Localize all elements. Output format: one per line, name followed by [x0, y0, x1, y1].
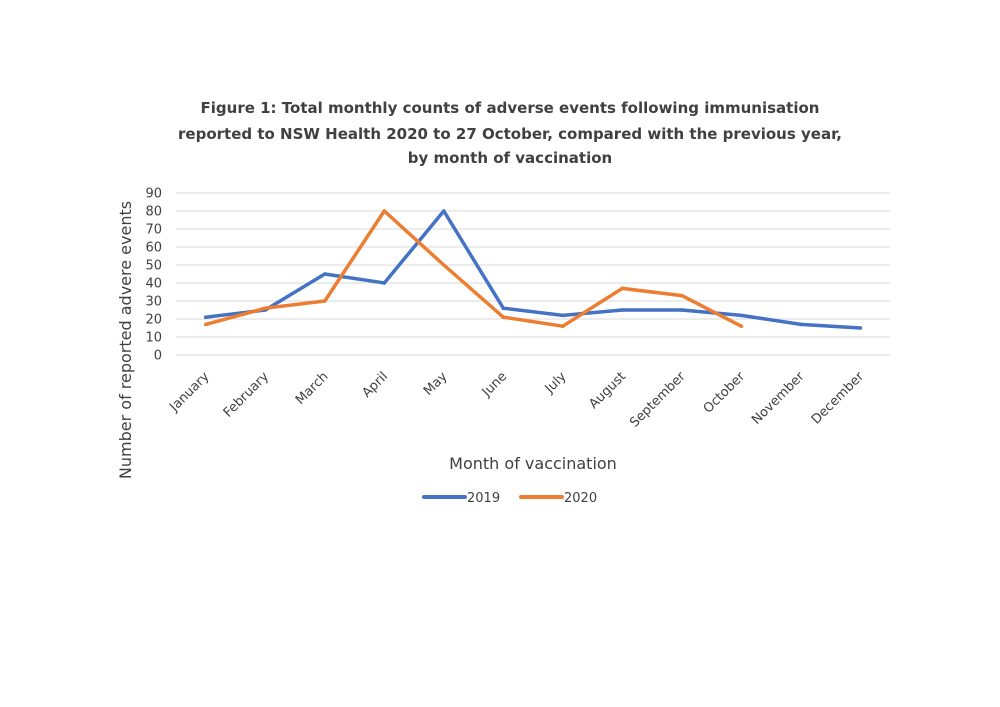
data-point-2020 [739, 324, 744, 329]
data-point-2020 [203, 322, 208, 327]
y-tick-label: 50 [145, 259, 162, 274]
x-tick-label: December [809, 369, 868, 428]
legend: 2019 2020 [422, 491, 597, 506]
legend-label-2020: 2020 [564, 491, 597, 506]
chart-title-line-1: Figure 1: Total monthly counts of advers… [201, 99, 820, 117]
y-tick-label: 0 [154, 349, 162, 364]
data-point-2019 [679, 308, 684, 312]
data-point-2019 [620, 308, 625, 312]
gridlines [176, 192, 890, 356]
x-axis-title: Month of vaccination [449, 454, 617, 473]
x-tick-label: November [749, 369, 808, 428]
legend-label-2019: 2019 [467, 491, 500, 506]
data-point-2020 [382, 209, 387, 213]
y-tick-label: 90 [145, 187, 162, 202]
data-point-2020 [322, 299, 327, 303]
y-axis-title: Number of reported advere events [116, 201, 135, 479]
series-line-2020 [204, 209, 744, 328]
data-point-2020 [441, 263, 446, 267]
data-point-2019 [501, 306, 506, 311]
x-tick-label: July [542, 369, 570, 397]
y-tick-label: 10 [145, 331, 162, 346]
y-tick-label: 30 [145, 295, 162, 310]
y-tick-label: 20 [145, 313, 162, 328]
x-tick-label: May [421, 369, 451, 399]
y-tick-label: 70 [145, 223, 162, 238]
data-point-2019 [382, 281, 387, 285]
data-point-2020 [263, 306, 268, 311]
x-tick-label: January [166, 369, 212, 415]
data-point-2019 [560, 313, 565, 318]
data-point-2019 [203, 315, 208, 320]
y-tick-label: 40 [145, 277, 162, 292]
chart-title-line-3: by month of vaccination [408, 149, 612, 167]
chart-title: Figure 1: Total monthly counts of advers… [178, 99, 842, 167]
x-tick-label: March [293, 369, 332, 408]
data-point-2020 [501, 315, 506, 320]
x-tick-label: February [221, 369, 273, 421]
x-tick-label: June [479, 369, 510, 400]
data-point-2019 [322, 272, 327, 276]
data-point-2019 [739, 313, 744, 318]
y-axis-ticks: 0 10 20 30 40 50 60 70 80 90 [145, 187, 162, 364]
x-tick-label: October [701, 369, 749, 417]
data-point-2019 [441, 209, 446, 213]
data-point-2020 [560, 324, 565, 329]
x-tick-label: August [586, 369, 629, 412]
x-tick-label: April [359, 369, 391, 401]
chart-title-line-2: reported to NSW Health 2020 to 27 Octobe… [178, 125, 842, 143]
data-point-2019 [798, 322, 803, 327]
data-point-2020 [620, 286, 625, 291]
x-tick-label: September [627, 369, 689, 431]
data-point-2019 [858, 326, 863, 330]
series-line-2019 [204, 209, 863, 330]
x-axis-ticks: January February March April May June July Augu… [166, 369, 867, 431]
y-tick-label: 60 [145, 241, 162, 256]
data-point-2020 [679, 293, 684, 298]
series-lines [203, 209, 863, 330]
y-tick-label: 80 [145, 205, 162, 220]
